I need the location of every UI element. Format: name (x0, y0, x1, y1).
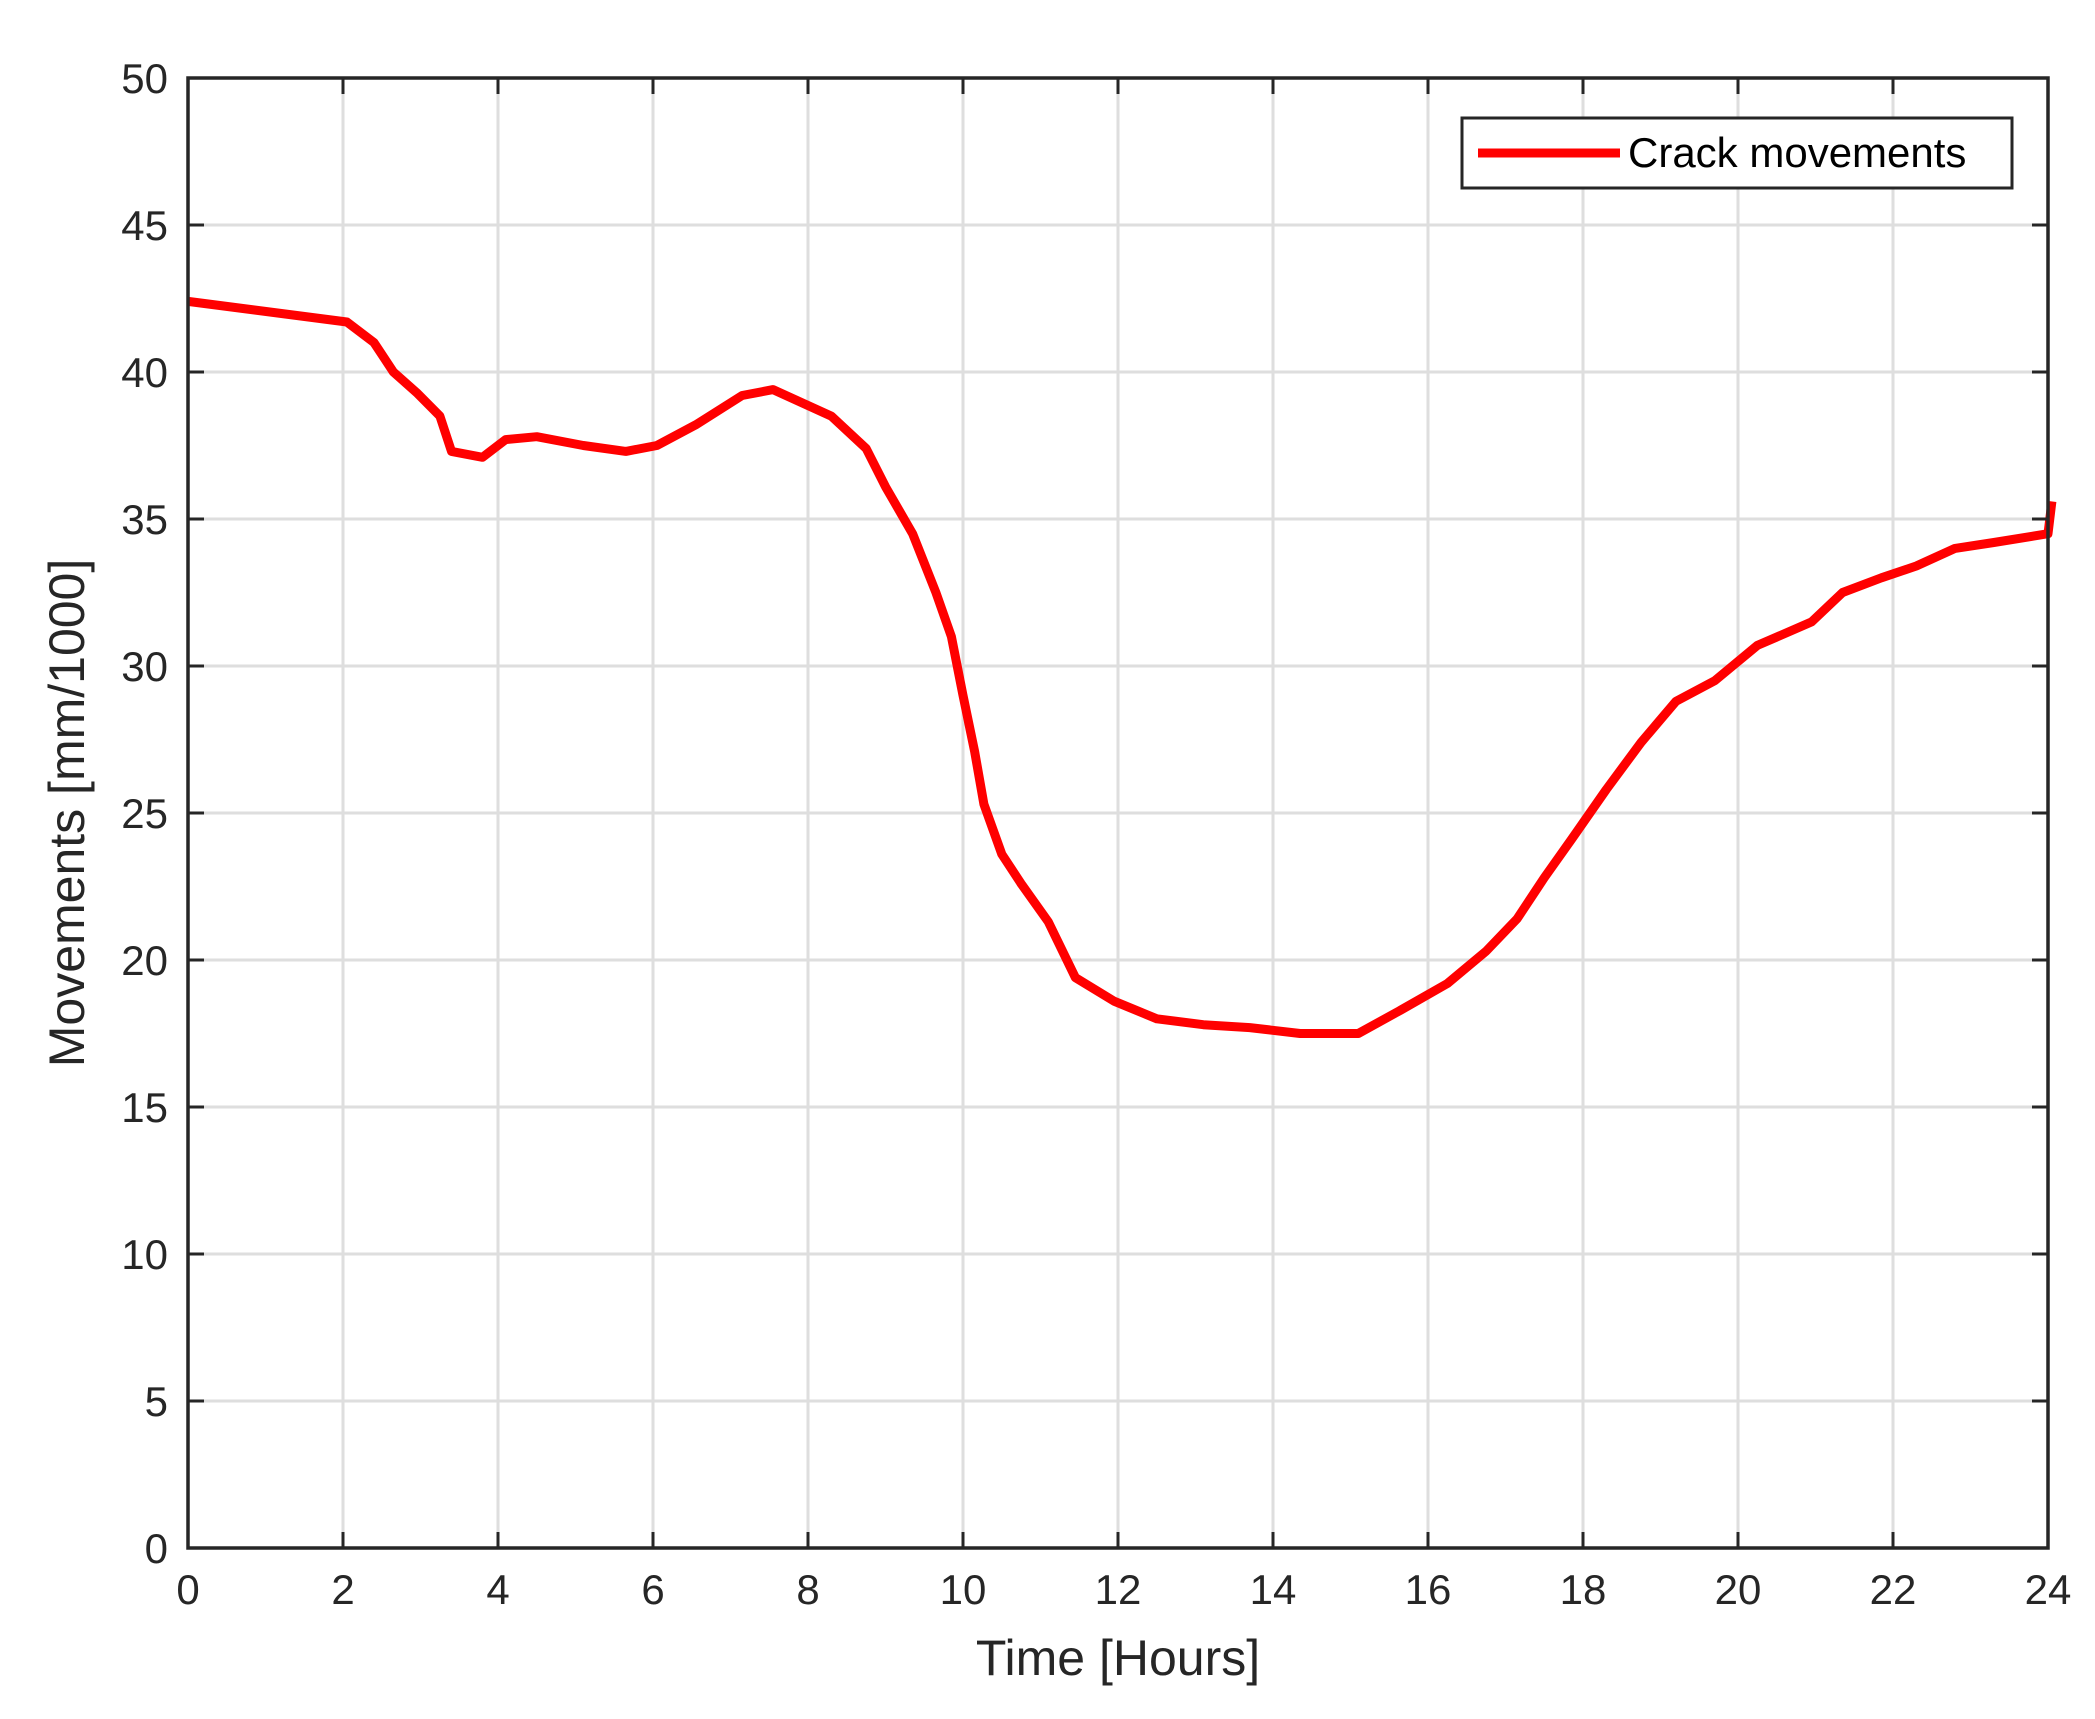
x-tick-label: 14 (1250, 1566, 1297, 1613)
y-tick-label: 20 (121, 937, 168, 984)
x-tick-label: 4 (486, 1566, 509, 1613)
x-tick-label: 0 (176, 1566, 199, 1613)
x-tick-label: 10 (940, 1566, 987, 1613)
x-tick-label: 18 (1560, 1566, 1607, 1613)
x-tick-label: 24 (2025, 1566, 2072, 1613)
y-tick-label: 40 (121, 349, 168, 396)
y-tick-label: 10 (121, 1231, 168, 1278)
y-tick-label: 0 (145, 1525, 168, 1572)
y-tick-label: 5 (145, 1378, 168, 1425)
y-tick-labels: 0 5 10 15 20 25 30 35 40 45 50 (121, 55, 168, 1572)
x-tick-labels: 0 2 4 6 8 10 12 14 16 18 20 22 24 (176, 1566, 2071, 1613)
y-tick-label: 45 (121, 202, 168, 249)
y-tick-label: 25 (121, 790, 168, 837)
y-tick-label: 30 (121, 643, 168, 690)
x-tick-label: 2 (331, 1566, 354, 1613)
x-tick-label: 22 (1870, 1566, 1917, 1613)
x-tick-label: 20 (1715, 1566, 1762, 1613)
y-axis-title: Movements [mm/1000] (39, 559, 95, 1068)
legend-label: Crack movements (1628, 129, 1966, 176)
plot-frame (186, 76, 2050, 1550)
series-layer (187, 296, 2057, 1038)
x-tick-label: 16 (1405, 1566, 1452, 1613)
y-tick-label: 50 (121, 55, 168, 102)
x-tick-label: 8 (796, 1566, 819, 1613)
legend: Crack movements (1460, 116, 2014, 190)
series-line-crack-movements (187, 296, 2057, 1038)
y-tick-label: 35 (121, 496, 168, 543)
grid-lines (186, 76, 2050, 1550)
axis-ticks (186, 76, 2050, 1550)
x-tick-label: 6 (641, 1566, 664, 1613)
x-axis-title: Time [Hours] (976, 1630, 1260, 1686)
x-tick-label: 12 (1095, 1566, 1142, 1613)
y-tick-label: 15 (121, 1084, 168, 1131)
